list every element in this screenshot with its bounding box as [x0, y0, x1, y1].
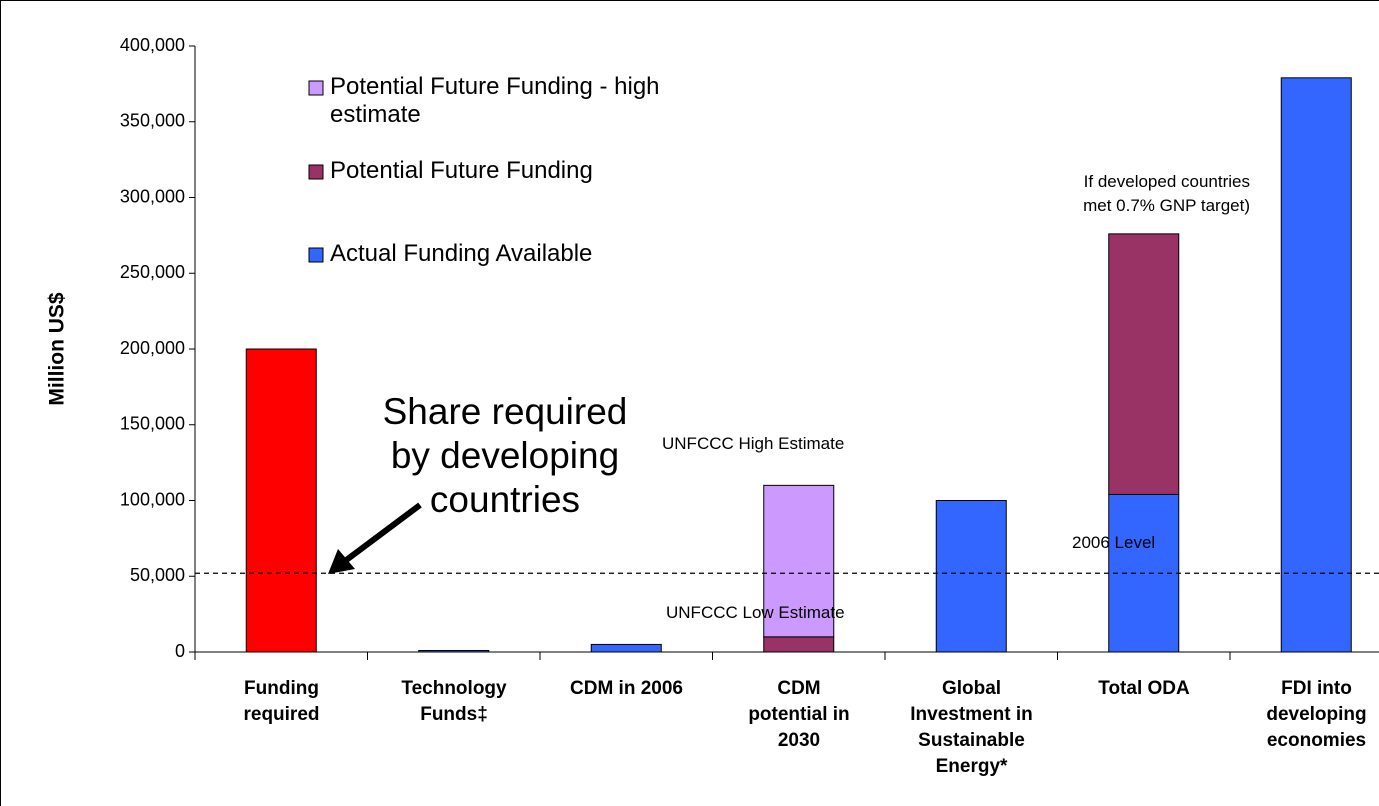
- y-tick-label: 350,000: [120, 111, 185, 131]
- y-axis-label: Million US$: [46, 292, 69, 405]
- bar: [935, 500, 1007, 653]
- legend-label: Potential Future Funding: [330, 157, 593, 184]
- y-tick-label: 300,000: [120, 186, 185, 206]
- annotation: UNFCCC High Estimate: [662, 434, 845, 453]
- x-tick-label: Total ODA: [1098, 678, 1190, 699]
- y-tick-label: 200,000: [120, 338, 185, 358]
- x-tick-label: Technology Funds‡: [401, 678, 507, 725]
- annotation: UNFCCC Low Estimate: [666, 603, 845, 622]
- y-tick-label: 100,000: [120, 489, 185, 509]
- annotation: If developed countries met 0.7% GNP targ…: [1083, 172, 1250, 215]
- legend-label: Actual Funding Available: [330, 240, 593, 267]
- x-tick-label: Funding required: [243, 678, 320, 725]
- bar: [590, 643, 662, 653]
- bar: [245, 348, 317, 653]
- legend-swatch: [308, 247, 324, 263]
- x-tick-label: CDM in 2006: [570, 678, 683, 699]
- arrow: [343, 502, 422, 564]
- y-tick-label: 150,000: [120, 414, 185, 434]
- legend-swatch: [308, 164, 324, 180]
- y-tick-label: 50,000: [130, 565, 185, 585]
- reference-label: 2006 Level: [1072, 533, 1156, 552]
- x-tick-label: FDI into developing economies: [1266, 678, 1367, 751]
- legend-swatch: [308, 80, 324, 96]
- bar: [763, 484, 835, 638]
- annotation: Share required by developing countries: [382, 391, 628, 520]
- y-tick-label: 400,000: [120, 35, 185, 55]
- bar: [1108, 233, 1180, 495]
- bar: [418, 649, 490, 653]
- x-tick-label: CDM potential in 2030: [748, 678, 850, 751]
- arrow-head: [328, 549, 355, 574]
- y-tick-label: 0: [175, 641, 185, 661]
- legend-label: Potential Future Funding - high estimate: [330, 73, 660, 128]
- bar: [763, 636, 835, 653]
- y-tick-label: 250,000: [120, 262, 185, 282]
- x-tick-label: Global Investment in Sustainable Energy*: [910, 678, 1033, 777]
- bar: [1280, 77, 1352, 653]
